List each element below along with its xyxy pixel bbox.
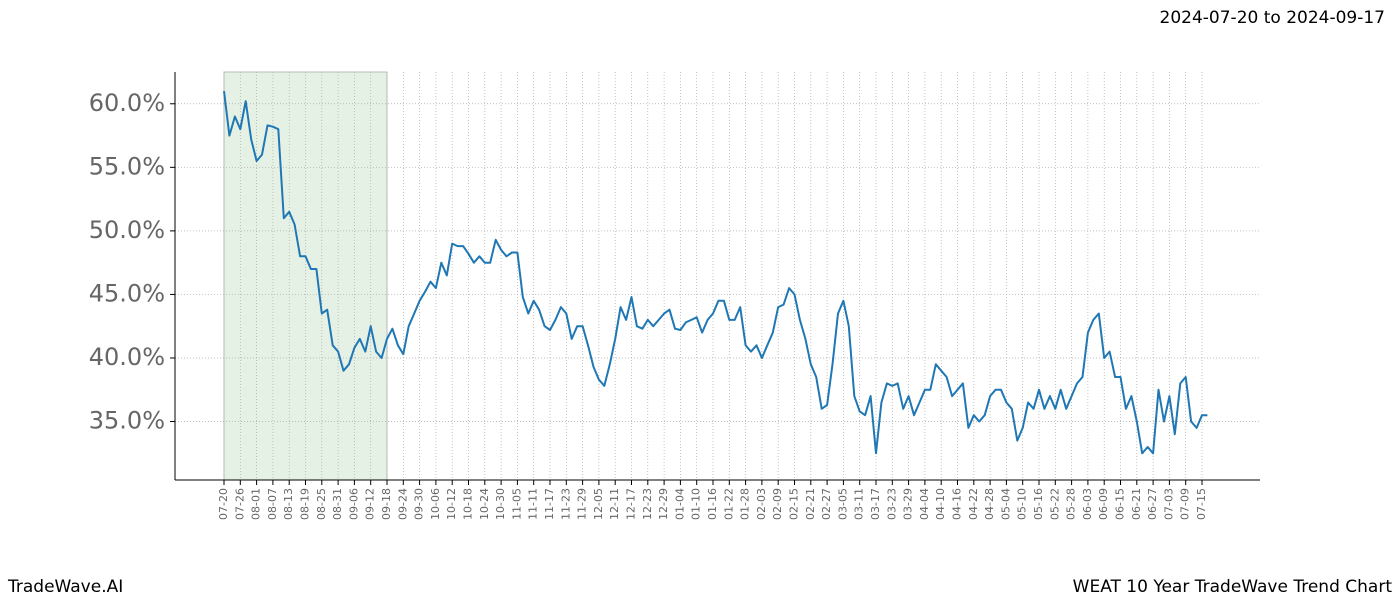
x-tick-label: 07-09 xyxy=(1179,488,1192,520)
x-tick-label: 02-15 xyxy=(788,488,801,520)
x-tick-label: 11-11 xyxy=(527,488,540,520)
x-tick-label: 03-23 xyxy=(885,488,898,520)
x-tick-label: 03-17 xyxy=(869,488,882,520)
x-tick-label: 10-18 xyxy=(462,488,475,520)
x-tick-label: 05-04 xyxy=(999,488,1012,520)
x-tick-label: 08-31 xyxy=(331,488,344,520)
x-tick-label: 08-07 xyxy=(266,488,279,520)
x-tick-label: 05-22 xyxy=(1048,488,1061,520)
trend-line xyxy=(223,90,1208,455)
y-tick-label: 35.0% xyxy=(89,407,165,435)
x-tick-label: 03-05 xyxy=(836,488,849,520)
x-tick-label: 03-11 xyxy=(853,488,866,520)
y-tick-label: 55.0% xyxy=(89,152,165,180)
x-tick-label: 05-16 xyxy=(1032,488,1045,520)
chart-title: WEAT 10 Year TradeWave Trend Chart xyxy=(1073,577,1393,597)
brand: TradeWave.AI xyxy=(7,577,123,597)
y-tick-label: 50.0% xyxy=(89,216,165,244)
x-tick-label: 08-13 xyxy=(282,488,295,520)
x-tick-label: 09-06 xyxy=(347,488,360,520)
x-tick-label: 02-09 xyxy=(771,488,784,520)
x-tick-label: 11-17 xyxy=(543,488,556,520)
x-tick-label: 12-05 xyxy=(592,488,605,520)
x-tick-label: 10-06 xyxy=(429,488,442,520)
x-tick-label: 04-16 xyxy=(951,488,964,520)
x-tick-label: 03-29 xyxy=(902,488,915,520)
x-tick-label: 04-10 xyxy=(934,488,947,520)
x-tick-label: 12-11 xyxy=(608,488,621,520)
x-tick-label: 07-20 xyxy=(217,488,230,520)
x-tick-label: 07-03 xyxy=(1162,488,1175,520)
x-tick-label: 04-04 xyxy=(918,488,931,520)
x-tick-label: 09-30 xyxy=(413,488,426,520)
x-tick-label: 08-01 xyxy=(250,488,263,520)
x-tick-label: 09-12 xyxy=(364,488,377,520)
y-tick-label: 45.0% xyxy=(89,279,165,307)
x-tick-label: 06-09 xyxy=(1097,488,1110,520)
x-tick-label: 12-17 xyxy=(625,488,638,520)
x-tick-label: 01-10 xyxy=(690,488,703,520)
y-tick-label: 40.0% xyxy=(89,343,165,371)
x-tick-label: 01-04 xyxy=(673,488,686,520)
x-tick-label: 01-22 xyxy=(722,488,735,520)
x-tick-label: 07-15 xyxy=(1195,488,1208,520)
x-tick-label: 10-24 xyxy=(478,488,491,520)
x-tick-label: 08-19 xyxy=(299,488,312,520)
x-tick-label: 09-18 xyxy=(380,488,393,520)
x-tick-label: 07-26 xyxy=(233,488,246,520)
x-tick-label: 06-15 xyxy=(1114,488,1127,520)
x-tick-label: 09-24 xyxy=(396,488,409,520)
x-tick-label: 06-21 xyxy=(1130,488,1143,520)
x-tick-label: 02-03 xyxy=(755,488,768,520)
x-tick-label: 02-27 xyxy=(820,488,833,520)
date-range: 2024-07-20 to 2024-09-17 xyxy=(1160,8,1385,28)
x-tick-label: 01-16 xyxy=(706,488,719,520)
x-tick-label: 01-28 xyxy=(739,488,752,520)
x-tick-label: 04-22 xyxy=(967,488,980,520)
x-tick-label: 06-03 xyxy=(1081,488,1094,520)
x-tick-label: 10-12 xyxy=(445,488,458,520)
y-tick-label: 60.0% xyxy=(89,89,165,117)
x-tick-label: 08-25 xyxy=(315,488,328,520)
x-tick-label: 02-21 xyxy=(804,488,817,520)
x-tick-label: 06-27 xyxy=(1146,488,1159,520)
x-tick-label: 11-05 xyxy=(510,488,523,520)
x-tick-label: 12-29 xyxy=(657,488,670,520)
x-tick-label: 11-23 xyxy=(559,488,572,520)
x-tick-label: 10-30 xyxy=(494,488,507,520)
x-tick-label: 04-28 xyxy=(983,488,996,520)
x-tick-label: 12-23 xyxy=(641,488,654,520)
x-tick-label: 05-10 xyxy=(1016,488,1029,520)
x-tick-label: 05-28 xyxy=(1065,488,1078,520)
x-tick-label: 11-29 xyxy=(576,488,589,520)
